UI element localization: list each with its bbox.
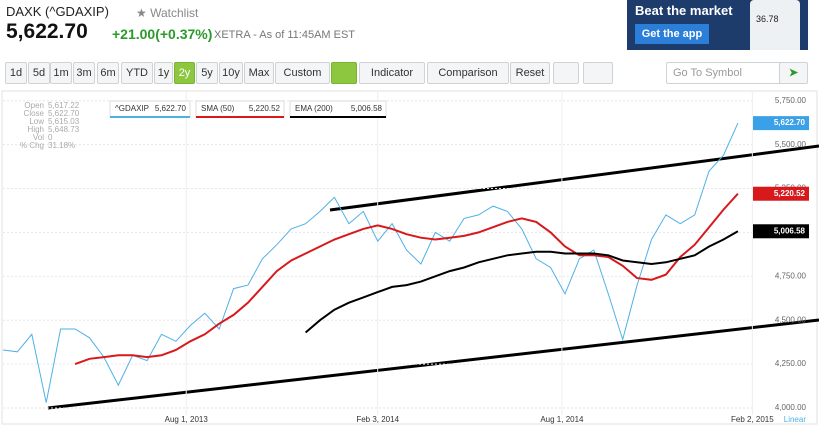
- info-value: 5,648.73: [48, 125, 80, 134]
- last-value-label: 5,622.70: [774, 118, 806, 127]
- change: +21.00(+0.37%): [112, 26, 213, 42]
- range-button[interactable]: YTD: [121, 62, 153, 84]
- print-button[interactable]: [583, 62, 613, 84]
- comparison-button[interactable]: Comparison: [427, 62, 509, 84]
- phone: 36.78: [750, 0, 800, 50]
- custom-button[interactable]: Custom: [275, 62, 330, 84]
- legend-name: ^GDAXIP: [115, 104, 149, 113]
- info-label: High: [28, 125, 44, 134]
- reset-button[interactable]: Reset: [510, 62, 550, 84]
- info-label: Low: [29, 117, 44, 126]
- info-value: 0: [48, 133, 53, 142]
- symbol: DAXK (^GDAXIP): [6, 4, 109, 19]
- indicator-button[interactable]: Indicator: [359, 62, 425, 84]
- scale-label[interactable]: Linear: [784, 415, 807, 424]
- last-value-tag: [753, 186, 809, 201]
- range-button[interactable]: 2y: [174, 62, 195, 84]
- series-line: [2, 122, 739, 403]
- range-button[interactable]: 5y: [196, 62, 218, 84]
- range-button[interactable]: 5d: [28, 62, 50, 84]
- legend-name: EMA (200): [295, 104, 333, 113]
- chart-type-button[interactable]: [331, 62, 357, 84]
- range-button[interactable]: 6m: [97, 62, 119, 84]
- info-label: % Chg: [20, 141, 44, 150]
- info-value: 5,622.70: [48, 109, 80, 118]
- x-tick-label: Aug 1, 2014: [540, 415, 584, 424]
- y-tick-label: 5,750.00: [775, 96, 807, 105]
- y-tick-label: 4,000.00: [775, 403, 807, 412]
- trendline: [47, 318, 819, 410]
- legend-value: 5,622.70: [155, 104, 187, 113]
- range-button[interactable]: 3m: [73, 62, 95, 84]
- last-value-label: 5,006.58: [774, 226, 806, 235]
- ad-headline: Beat the market: [635, 3, 733, 18]
- watchlist[interactable]: ★ Watchlist: [136, 6, 199, 20]
- range-button[interactable]: 1y: [154, 62, 173, 84]
- phone-value: 36.78: [756, 14, 779, 24]
- y-tick-label: 5,500.00: [775, 140, 807, 149]
- legend-item[interactable]: SMA (50) 5,220.52: [195, 100, 285, 118]
- range-button[interactable]: 1d: [5, 62, 27, 84]
- x-tick-label: Feb 3, 2014: [356, 415, 399, 424]
- info-value: 5,615.03: [48, 117, 80, 126]
- info-value: 31.18%: [48, 141, 75, 150]
- info-label: Open: [24, 101, 44, 110]
- info-value: 5,617.22: [48, 101, 80, 110]
- range-button[interactable]: 1m: [50, 62, 72, 84]
- range-button[interactable]: 10y: [219, 62, 243, 84]
- legend-item[interactable]: EMA (200) 5,006.58: [289, 100, 387, 118]
- legend-name: SMA (50): [201, 104, 235, 113]
- legend-item[interactable]: ^GDAXIP 5,622.70: [109, 100, 191, 118]
- info-label: Vol: [33, 133, 44, 142]
- price: 5,622.70: [6, 20, 88, 43]
- series-line: [74, 193, 739, 366]
- last-value-tag: [753, 224, 809, 239]
- y-tick-label: 4,750.00: [775, 271, 807, 280]
- x-tick-label: Feb 2, 2015: [731, 415, 774, 424]
- last-value-label: 5,220.52: [774, 189, 806, 198]
- y-tick-label: 4,500.00: [775, 315, 807, 324]
- x-tick-label: Aug 1, 2013: [165, 415, 209, 424]
- trendline: [329, 144, 819, 212]
- legend-value: 5,006.58: [351, 104, 383, 113]
- watchlist-label[interactable]: Watchlist: [150, 6, 199, 20]
- legend-value: 5,220.52: [249, 104, 281, 113]
- go-button[interactable]: ➤: [779, 62, 808, 84]
- ad[interactable]: Beat the market Get the app 36.78: [627, 0, 808, 50]
- info-label: Close: [24, 109, 45, 118]
- share-button[interactable]: [553, 62, 579, 84]
- plot-frame: [1, 90, 818, 425]
- ad-button[interactable]: Get the app: [635, 24, 709, 44]
- last-value-tag: [753, 116, 809, 131]
- exchange: XETRA - As of 11:45AM EST: [214, 29, 356, 41]
- series-line: [304, 230, 739, 334]
- symbol-input[interactable]: Go To Symbol: [666, 62, 782, 84]
- range-button[interactable]: Max: [244, 62, 274, 84]
- y-tick-label: 4,250.00: [775, 359, 807, 368]
